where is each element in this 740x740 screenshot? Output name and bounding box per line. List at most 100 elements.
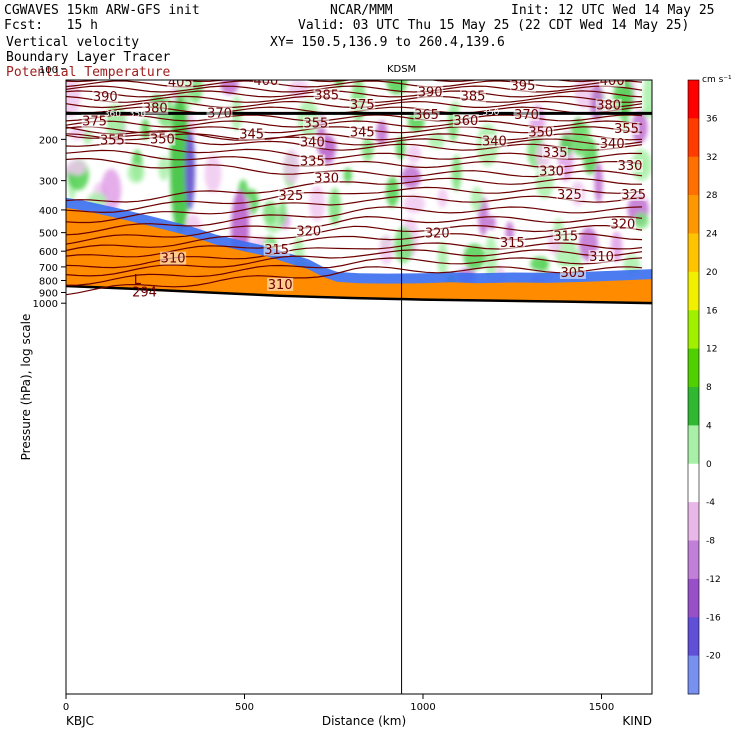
w-cell (401, 165, 421, 189)
colorbar-swatch (688, 463, 699, 503)
theta-label: 350 (150, 132, 175, 147)
theta-label: 415 (89, 64, 114, 79)
terrain (66, 197, 652, 694)
field-potential-temperature: Potential Temperature (6, 65, 171, 80)
w-cell (82, 129, 93, 145)
theta-label: 395 (511, 79, 536, 94)
theta-label-bg (595, 98, 622, 112)
colorbar-swatch (688, 271, 699, 311)
theta-label: 340 (600, 137, 625, 152)
theta-label-bg (299, 154, 326, 168)
colorbar-swatch (688, 80, 699, 119)
theta-label: 420 (207, 53, 232, 68)
colorbar-swatch (688, 387, 699, 426)
theta-label-bg (267, 277, 294, 291)
theta-label: 345 (239, 127, 264, 142)
theta-label-bg (349, 125, 376, 139)
theta-label-bg (89, 64, 115, 77)
colorbar-swatch (688, 655, 699, 695)
theta-label-bg (588, 250, 615, 264)
tropopause-label: 350 (482, 108, 499, 118)
theta-label-bg (302, 116, 329, 130)
theta-contour (66, 66, 642, 72)
theta-label-bg (527, 125, 554, 139)
w-cell (484, 235, 498, 280)
theta-label-bg (428, 63, 454, 76)
colorbar-level-label: 28 (706, 191, 718, 201)
theta-label: 375 (82, 115, 107, 130)
theta-label: 420 (528, 50, 553, 65)
y-tick-label: 300 (39, 177, 58, 188)
colorbar-level-label: 0 (706, 460, 712, 470)
w-cell (642, 80, 652, 116)
y-tick-label: 800 (39, 276, 58, 287)
model-title: CGWAVES 15km ARW-GFS init (4, 3, 200, 18)
init-time: Init: 12 UTC Wed 14 May 25 (511, 3, 715, 18)
theta-label-bg (581, 49, 607, 62)
org-label: NCAR/MMM (330, 3, 393, 18)
station-left: KBJC (66, 714, 94, 728)
terrain-label: 294 (132, 285, 157, 300)
theta-label-bg (92, 90, 119, 104)
theta-label-bg (620, 188, 647, 202)
theta-label: 370 (514, 108, 539, 123)
theta-label: 380 (596, 99, 621, 114)
theta-label-bg (509, 80, 536, 93)
theta-contour (66, 195, 643, 224)
ground-line (66, 284, 652, 305)
colorbar-level-label: -4 (706, 498, 715, 508)
w-cell (127, 163, 145, 183)
x-tick-label: 500 (235, 702, 254, 713)
theta-label: 310 (161, 252, 186, 267)
w-cell (343, 167, 353, 183)
theta-contour (66, 85, 643, 93)
w-cell (570, 121, 591, 157)
theta-contour (66, 257, 643, 286)
theta-label-bg (499, 235, 526, 249)
theta-label: 320 (611, 218, 636, 233)
theta-label-bg (206, 106, 233, 120)
theta-label-bg (542, 146, 569, 160)
theta-label-bg (349, 98, 376, 112)
y-tick-label: 600 (39, 247, 58, 258)
y-tick-label: 700 (39, 263, 58, 274)
w-cell (451, 154, 462, 192)
w-cell (428, 132, 445, 149)
theta-label-bg (263, 242, 290, 256)
theta-label: 410 (321, 63, 346, 78)
colorbar-swatch (688, 118, 699, 158)
theta-label-bg (609, 217, 636, 231)
theta-label-bg (238, 127, 265, 141)
theta-label: 400 (254, 74, 279, 89)
w-cell (395, 136, 406, 160)
theta-label: 335 (300, 154, 325, 169)
theta-label: 325 (621, 188, 646, 203)
w-cell (220, 80, 239, 95)
theta-contour (66, 114, 643, 122)
x-axis-ticks: 0 500 1000 1500 (63, 694, 614, 713)
theta-label: 420 (582, 49, 607, 64)
theta-label: 385 (314, 89, 339, 104)
colorbar-swatch (688, 425, 699, 465)
theta-label: 340 (300, 135, 325, 150)
theta-label-bg (207, 53, 233, 66)
tropopause-label: 360 (104, 109, 121, 119)
station-right: KIND (622, 714, 652, 728)
theta-label: 320 (425, 227, 450, 242)
w-cell (376, 120, 388, 146)
theta-contour (66, 186, 643, 214)
theta-label-bg (99, 133, 126, 147)
field-vertical-velocity: Vertical velocity (6, 35, 140, 50)
colorbar-swatch (688, 310, 699, 350)
w-cell (141, 118, 150, 140)
theta-label: 380 (143, 101, 168, 116)
theta-label: 330 (314, 171, 339, 186)
w-cell (594, 162, 603, 203)
theta-label-bg (417, 85, 444, 99)
colorbar-level-label: 12 (706, 345, 717, 355)
theta-label-bg (424, 226, 451, 240)
theta-label-bg (481, 134, 508, 148)
w-cell (437, 188, 448, 208)
colorbar-swatch (688, 617, 699, 657)
